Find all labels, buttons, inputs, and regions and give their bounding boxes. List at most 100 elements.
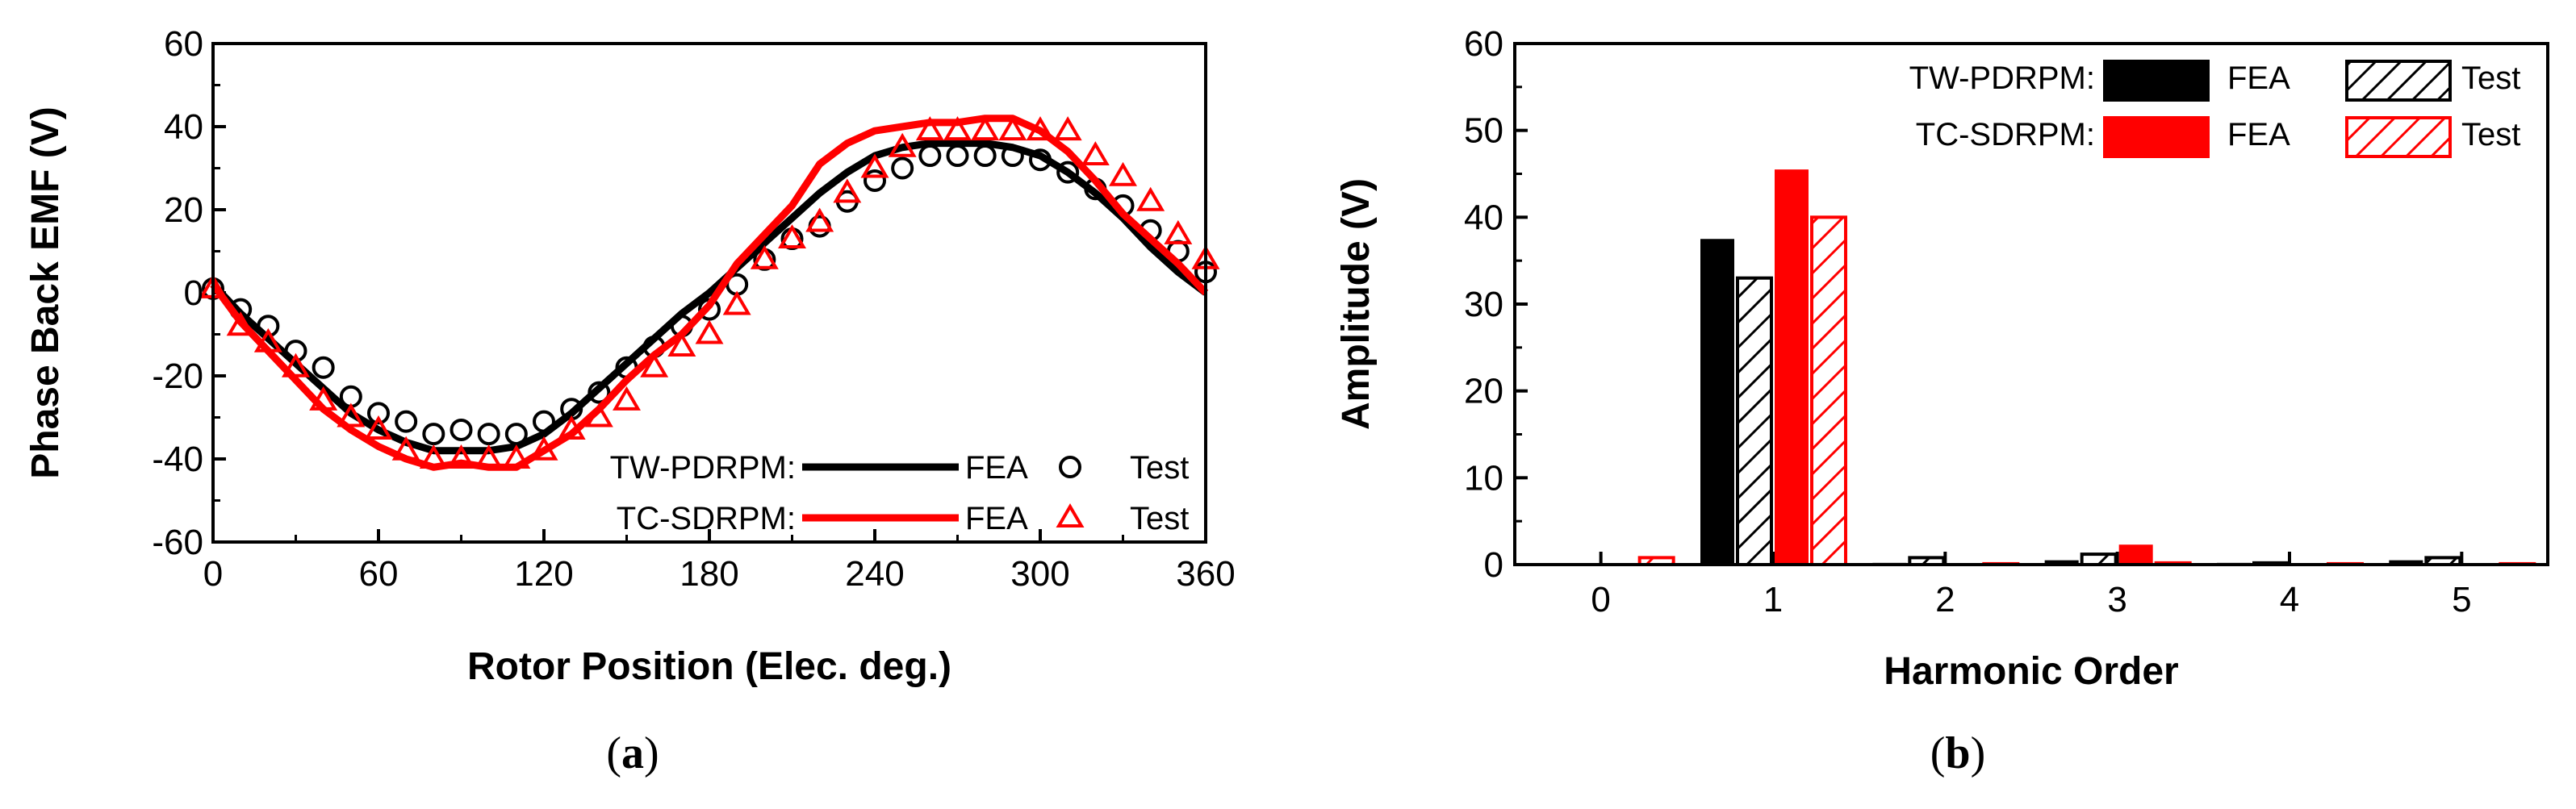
x-tick-label: 240 (845, 554, 904, 594)
legend-a-triangle-marker (1056, 503, 1085, 528)
y-tick-label: 60 (1464, 24, 1503, 64)
panel-b-tick-labels: 0 10 20 30 40 50 60 0 1 2 3 4 5 (1464, 24, 2472, 619)
data-point-circle (367, 402, 390, 425)
legend-a-fea-tw: FEA (965, 450, 1028, 486)
chart-panel-b: 0 10 20 30 40 50 60 0 1 2 3 4 5 Harmonic Order Ampli… (1335, 24, 2549, 778)
data-point-triangle (309, 386, 338, 411)
x-tick-label: 180 (680, 554, 738, 594)
data-point-triangle (888, 132, 917, 157)
data-point-circle (891, 156, 914, 180)
x-tick-label: 0 (203, 554, 223, 594)
y-tick-label: 50 (1464, 111, 1503, 151)
data-point-circle (395, 410, 418, 433)
data-point-triangle (391, 436, 420, 461)
panel-b-legend: TW-PDRPM: FEA Test TC-SDRPM: FEA Test (1909, 60, 2520, 158)
panel-b-frame (1513, 42, 2549, 566)
data-point-circle (422, 423, 445, 446)
data-point-triangle (667, 332, 696, 357)
x-tick-label: 1 (1763, 580, 1783, 619)
data-point-triangle (805, 207, 834, 232)
data-point-triangle (833, 178, 862, 203)
panel-b-ylabel: Amplitude (V) (1335, 178, 1378, 430)
panel-a-series (199, 115, 1220, 471)
data-point-triangle (475, 444, 504, 469)
panel-a-frame (211, 42, 1207, 544)
data-point-triangle (502, 444, 531, 469)
data-point-triangle (695, 319, 724, 344)
data-point-triangle (337, 402, 366, 427)
legend-b-fea-tc: FEA (2227, 117, 2290, 152)
panel-a-caption: (a) (606, 728, 659, 778)
data-point-circle (1056, 161, 1080, 184)
legend-b-fea-tw: FEA (2227, 60, 2290, 96)
legend-b-swatch-tc-test (2345, 116, 2452, 158)
data-point-circle (588, 381, 611, 404)
data-point-circle (477, 423, 500, 446)
data-point-triangle (640, 352, 669, 377)
bar-tc-sdrpm-fea-h1 (1775, 169, 1809, 565)
legend-b-test-tc: Test (2461, 117, 2520, 152)
line-tw-pdrpm-fea (210, 140, 1208, 455)
panel-a-xlabel: Rotor Position (Elec. deg.) (467, 645, 951, 688)
data-point-triangle (778, 224, 806, 249)
data-point-circle (533, 410, 555, 433)
data-point-triangle (253, 327, 282, 352)
x-tick-label: 0 (1591, 580, 1610, 619)
y-tick-label: 30 (1464, 285, 1503, 324)
x-tick-label: 300 (1010, 554, 1069, 594)
data-point-circle (257, 315, 280, 338)
x-tick-label: 120 (514, 554, 573, 594)
panel-a-legend: TW-PDRPM: FEA Test TC-SDRPM: FEA Test (610, 450, 1190, 536)
series-tc-sdrpm-fea (210, 115, 1209, 471)
panel-a-ylabel: Phase Back EMF (V) (24, 106, 67, 478)
legend-b-label-tc: TC-SDRPM: (1916, 117, 2095, 152)
x-tick-label: 2 (1935, 580, 1955, 619)
line-tc-sdrpm-fea (210, 115, 1209, 471)
data-point-triangle (860, 153, 889, 178)
bar-tw-pdrpm-test-h1 (1736, 276, 1773, 566)
panel-a-tick-labels: 0 60 120 180 240 300 360 -60 -40 -20 0 20 40 60 (152, 24, 1235, 594)
data-point-triangle (613, 386, 641, 411)
legend-a-label-tw: TW-PDRPM: (610, 450, 796, 486)
data-point-circle (312, 356, 335, 379)
data-point-circle (918, 144, 942, 168)
data-point-triangle (750, 244, 779, 269)
data-point-triangle (1081, 141, 1110, 166)
legend-a-label-tc: TC-SDRPM: (617, 501, 796, 536)
data-point-circle (946, 144, 969, 168)
data-point-triangle (557, 415, 586, 440)
legend-b-test-tw: Test (2461, 60, 2520, 96)
x-tick-label: 360 (1176, 554, 1235, 594)
data-point-triangle (971, 116, 1000, 141)
legend-a-test-tc: Test (1130, 501, 1189, 536)
y-tick-label: 60 (164, 24, 203, 64)
data-point-triangle (226, 311, 255, 336)
data-point-triangle (998, 116, 1027, 141)
data-point-triangle (722, 290, 751, 315)
series-tw-pdrpm-fea (210, 140, 1208, 455)
data-point-triangle (1053, 116, 1082, 141)
y-tick-label: 10 (1464, 458, 1503, 498)
data-point-circle (1001, 144, 1024, 168)
x-tick-label: 4 (2280, 580, 2299, 619)
data-point-triangle (529, 436, 558, 461)
y-tick-label: 0 (1484, 545, 1503, 585)
legend-b-label-tw: TW-PDRPM: (1909, 60, 2095, 96)
bar-tw-pdrpm-fea-h1 (1700, 239, 1734, 565)
bar-tc-sdrpm-fea-h3 (2118, 544, 2153, 565)
data-point-circle (864, 169, 886, 192)
data-point-triangle (282, 352, 310, 377)
chart-panel-a: 0 60 120 180 240 300 360 -60 -40 -20 0 20 40 60 Rotor… (24, 24, 1236, 778)
data-point-triangle (1026, 116, 1055, 141)
data-point-triangle (584, 402, 613, 427)
panel-b-caption: (b) (1930, 728, 1985, 778)
data-point-circle (284, 340, 307, 363)
data-point-triangle (447, 444, 475, 469)
legend-b-swatch-tc-fea (2103, 116, 2210, 158)
legend-b-swatch-tw-test (2345, 60, 2452, 102)
data-point-triangle (1164, 219, 1193, 244)
data-point-triangle (915, 116, 944, 141)
legend-a-fea-tc: FEA (965, 501, 1028, 536)
y-tick-label: 0 (184, 273, 203, 313)
